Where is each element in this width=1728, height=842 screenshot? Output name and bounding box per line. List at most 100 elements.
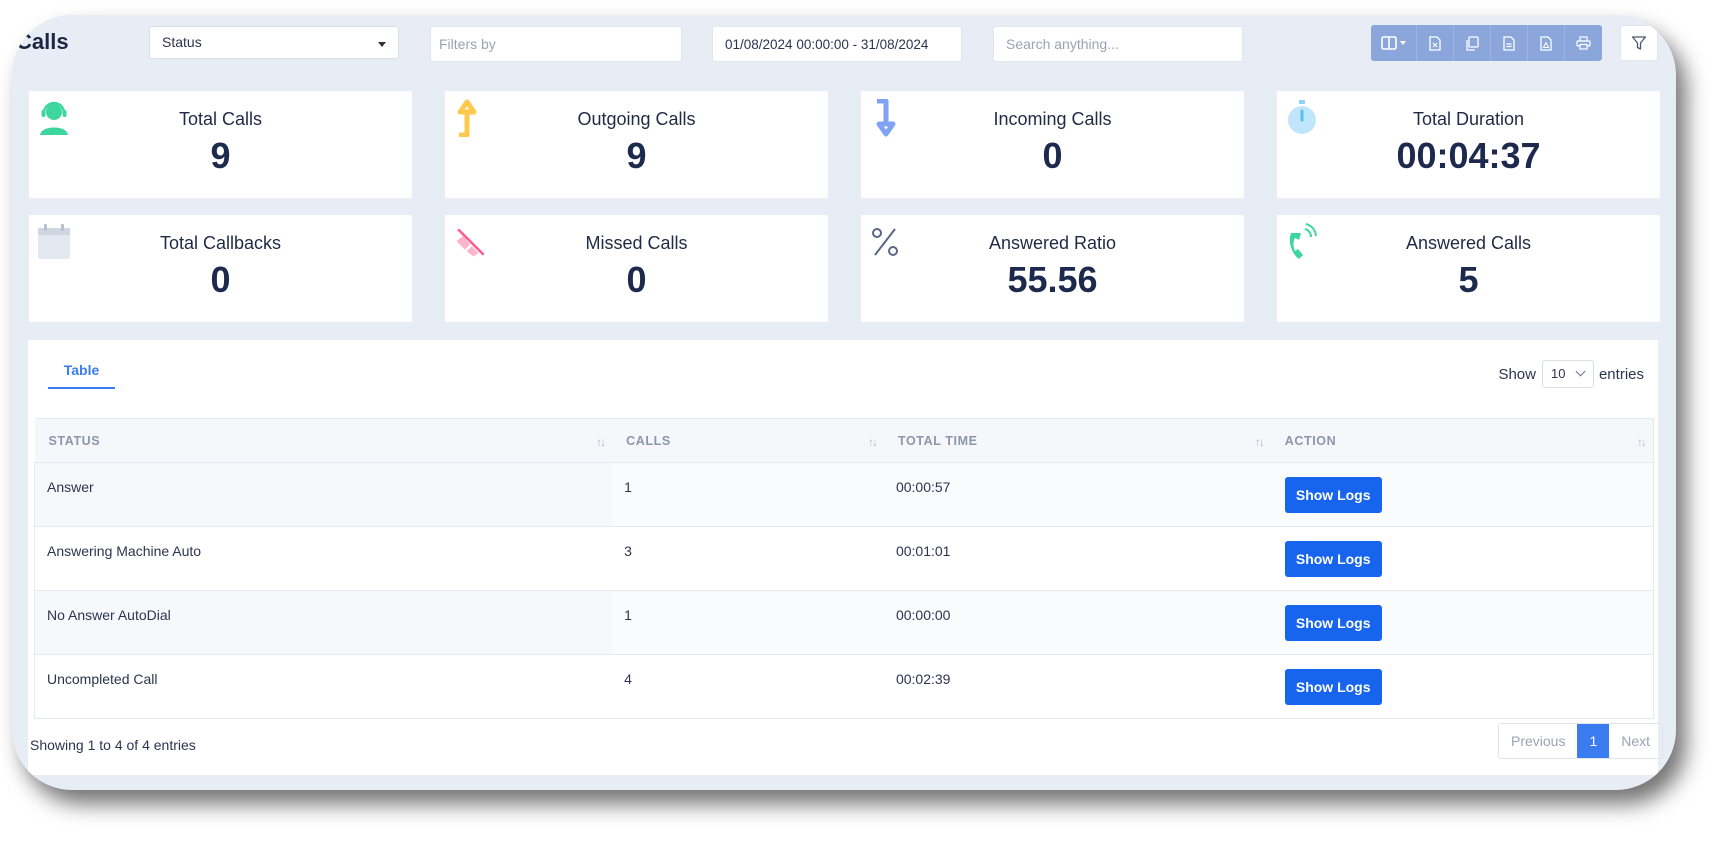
stat-label: Total Calls — [178, 109, 263, 129]
entries-label: entries — [1598, 365, 1644, 383]
stat-card-answered-ratio: Answered Ratio 55.56 — [861, 215, 1244, 322]
app-window: Calls Status 01/08/2024 00:00:00 - 31/08… — [12, 15, 1676, 790]
arrow-up-icon — [457, 99, 477, 137]
table-info: Showing 1 to 4 of 4 entries — [30, 737, 196, 753]
cell-total-time: 00:02:39 — [883, 654, 1271, 719]
show-logs-button[interactable]: Show Logs — [1284, 477, 1382, 513]
caret-down-icon — [378, 42, 386, 47]
calendar-icon — [38, 224, 70, 259]
cell-calls: 1 — [612, 590, 884, 655]
stat-value: 5 — [1458, 259, 1479, 300]
stat-card-total-duration: Total Duration 00:04:37 — [1277, 91, 1660, 198]
csv-icon — [1503, 35, 1515, 51]
cell-action: Show Logs — [1270, 590, 1654, 655]
csv-export-button[interactable] — [1491, 25, 1528, 61]
sort-icon: ↑↓ — [1254, 435, 1265, 449]
stat-value: 9 — [626, 135, 647, 176]
stat-card-outgoing-calls: Outgoing Calls 9 — [445, 91, 828, 198]
export-toolbar — [1371, 25, 1602, 61]
column-header-label: STATUS — [48, 433, 101, 448]
show-label: Show — [1498, 365, 1536, 383]
stat-value: 55.56 — [1007, 259, 1098, 300]
cell-status: Answer — [34, 462, 613, 527]
chevron-down-icon — [1575, 366, 1586, 377]
pagination: Previous 1 Next — [1498, 723, 1664, 759]
stat-label: Total Callbacks — [159, 233, 282, 253]
stat-value: 00:04:37 — [1396, 135, 1541, 176]
column-header-calls[interactable]: CALLS ↑↓ — [612, 418, 884, 463]
stat-label: Outgoing Calls — [577, 109, 696, 129]
copy-icon — [1466, 35, 1479, 51]
cell-total-time: 00:00:00 — [883, 590, 1271, 655]
table-row: Answer 1 00:00:57 Show Logs — [34, 462, 1654, 527]
columns-icon — [1380, 36, 1406, 50]
sort-icon: ↑↓ — [867, 435, 878, 449]
table-header-row: STATUS ↑↓ CALLS ↑↓ TOTAL TIME ↑↓ ACTION ↑↓ — [34, 418, 1654, 463]
stat-card-missed-calls: Missed Calls 0 — [445, 215, 828, 322]
stat-label: Incoming Calls — [993, 109, 1112, 129]
stat-card-total-calls: Total Calls 9 — [29, 91, 412, 198]
stat-value: 0 — [1042, 135, 1063, 176]
percent-icon — [872, 228, 898, 256]
calls-table: STATUS ↑↓ CALLS ↑↓ TOTAL TIME ↑↓ ACTION ↑↓ A… — [34, 418, 1654, 719]
cell-calls: 1 — [612, 462, 884, 527]
pagination-previous[interactable]: Previous — [1511, 733, 1566, 749]
stopwatch-icon — [1288, 100, 1316, 134]
cell-action: Show Logs — [1270, 462, 1654, 527]
top-bar: Calls Status 01/08/2024 00:00:00 - 31/08… — [12, 15, 1676, 75]
print-button[interactable] — [1565, 25, 1602, 61]
show-logs-button[interactable]: Show Logs — [1284, 605, 1382, 641]
columns-button[interactable] — [1371, 25, 1417, 61]
stat-label: Answered Calls — [1405, 233, 1532, 253]
status-select-value: Status — [162, 34, 202, 50]
excel-export-button[interactable] — [1417, 25, 1454, 61]
pagination-next[interactable]: Next — [1621, 733, 1651, 749]
column-header-action[interactable]: ACTION ↑↓ — [1270, 418, 1654, 463]
cell-calls: 3 — [612, 526, 884, 591]
pdf-icon — [1540, 35, 1552, 51]
sort-icon: ↑↓ — [596, 435, 606, 449]
phone-ringing-icon — [1289, 223, 1317, 259]
table-row: Answering Machine Auto 3 00:01:01 Show L… — [34, 526, 1654, 591]
excel-icon — [1429, 35, 1441, 51]
headset-agent-icon — [40, 101, 68, 135]
cell-calls: 4 — [612, 654, 884, 719]
stat-label: Answered Ratio — [988, 233, 1117, 253]
column-header-label: TOTAL TIME — [897, 433, 978, 448]
stat-label: Missed Calls — [585, 233, 688, 253]
show-entries-control: Show 10 entries — [1498, 360, 1644, 388]
missed-call-icon — [456, 228, 485, 257]
status-select[interactable]: Status — [149, 26, 399, 59]
search-input[interactable] — [993, 26, 1243, 62]
entries-select[interactable]: 10 — [1541, 360, 1594, 388]
cell-status: No Answer AutoDial — [34, 590, 613, 655]
stat-label: Total Duration — [1412, 109, 1525, 129]
page-title: Calls — [16, 29, 69, 54]
stat-value: 0 — [210, 259, 231, 300]
column-header-total-time[interactable]: TOTAL TIME ↑↓ — [883, 418, 1271, 463]
show-logs-button[interactable]: Show Logs — [1284, 669, 1382, 705]
print-icon — [1576, 36, 1591, 50]
table-panel: Table Show 10 entries STATUS ↑↓ CALLS ↑↓ T… — [28, 340, 1658, 775]
pdf-export-button[interactable] — [1528, 25, 1565, 61]
pagination-page[interactable]: 1 — [1577, 724, 1610, 758]
tab-table[interactable]: Table — [48, 354, 115, 389]
filter-icon — [1631, 36, 1647, 50]
column-header-status[interactable]: STATUS ↑↓ — [34, 418, 613, 463]
cell-action: Show Logs — [1270, 654, 1654, 719]
table-row: No Answer AutoDial 1 00:00:00 Show Logs — [34, 590, 1654, 655]
show-logs-button[interactable]: Show Logs — [1284, 541, 1382, 577]
sort-icon: ↑↓ — [1637, 435, 1647, 449]
table-row: Uncompleted Call 4 00:02:39 Show Logs — [34, 654, 1654, 719]
stat-value: 9 — [210, 135, 231, 176]
filters-input[interactable] — [430, 26, 682, 62]
stat-value: 0 — [626, 259, 647, 300]
stat-card-answered-calls: Answered Calls 5 — [1277, 215, 1660, 322]
copy-button[interactable] — [1454, 25, 1491, 61]
cell-status: Uncompleted Call — [34, 654, 613, 719]
date-range-input[interactable]: 01/08/2024 00:00:00 - 31/08/2024 — [712, 26, 962, 62]
arrow-down-icon — [876, 99, 896, 137]
cell-action: Show Logs — [1270, 526, 1654, 591]
column-header-label: CALLS — [626, 433, 671, 448]
filter-button[interactable] — [1620, 25, 1658, 61]
